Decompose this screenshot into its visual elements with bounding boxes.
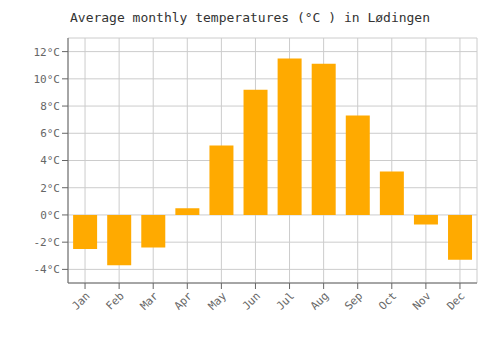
svg-text:2°C: 2°C (40, 182, 60, 195)
html-text:Average monthly temperatures (: Average monthly temperatures (°C ) in Lø… (70, 10, 430, 25)
svg-text:Aug: Aug (308, 289, 331, 312)
svg-text:Sep: Sep (342, 289, 365, 312)
svg-text:0°C: 0°C (40, 209, 60, 222)
svg-text:4°C: 4°C (40, 154, 60, 167)
svg-text:6°C: 6°C (40, 127, 60, 140)
svg-text:Jul: Jul (274, 289, 297, 312)
svg-text:-2°C: -2°C (34, 236, 61, 249)
svg-text:Jun: Jun (240, 289, 263, 312)
svg-text:Oct: Oct (376, 289, 399, 312)
svg-text:Feb: Feb (104, 289, 127, 312)
svg-text:10°C: 10°C (34, 73, 61, 86)
svg-text:Nov: Nov (410, 289, 434, 313)
svg-text:Mar: Mar (138, 289, 162, 313)
svg-text:Jan: Jan (69, 289, 92, 312)
svg-text:-4°C: -4°C (34, 263, 61, 276)
svg-text:Apr: Apr (172, 289, 196, 313)
svg-text:Dec: Dec (444, 289, 467, 312)
svg-text:12°C: 12°C (34, 46, 61, 59)
svg-text:May: May (206, 289, 230, 313)
svg-text:8°C: 8°C (40, 100, 60, 113)
